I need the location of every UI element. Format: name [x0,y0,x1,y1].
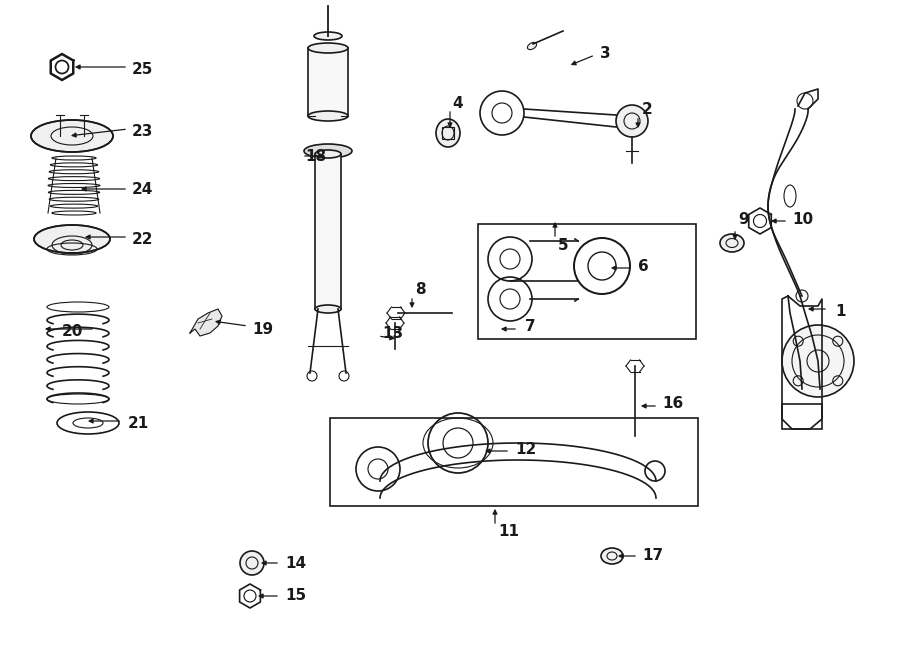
Ellipse shape [34,225,110,253]
Text: 5: 5 [558,239,569,254]
Text: 19: 19 [252,321,273,336]
Ellipse shape [436,119,460,147]
Text: 8: 8 [415,282,426,297]
Bar [308,48,348,116]
Ellipse shape [304,144,352,158]
Bar [442,127,454,139]
Text: 9: 9 [738,212,749,227]
Text: 17: 17 [642,549,663,563]
Ellipse shape [315,150,341,158]
Bar [478,224,696,339]
Text: 24: 24 [132,182,153,196]
Ellipse shape [315,305,341,313]
Text: 3: 3 [600,46,610,61]
Text: 1: 1 [835,303,845,319]
Circle shape [616,105,648,137]
Text: 12: 12 [515,442,536,457]
Text: 25: 25 [132,61,153,77]
Ellipse shape [308,111,348,121]
Text: 7: 7 [525,319,535,334]
Text: 18: 18 [305,149,326,163]
Text: 22: 22 [132,231,154,247]
Ellipse shape [308,43,348,53]
Text: 15: 15 [285,588,306,603]
Text: 20: 20 [62,323,84,338]
Ellipse shape [31,120,113,152]
Text: 6: 6 [638,258,649,274]
Text: 21: 21 [128,416,149,430]
Text: 23: 23 [132,124,153,139]
Bar [330,418,698,506]
Ellipse shape [782,325,854,397]
Text: 10: 10 [792,212,813,227]
Ellipse shape [314,32,342,40]
Text: 11: 11 [498,524,519,539]
Polygon shape [190,309,222,336]
Circle shape [240,551,264,575]
Text: 2: 2 [642,102,652,116]
Text: 4: 4 [452,95,463,110]
Bar [315,154,341,309]
Ellipse shape [527,42,536,50]
Text: 13: 13 [382,325,403,340]
Text: 16: 16 [662,395,683,410]
Bar [782,404,822,429]
Ellipse shape [720,234,744,252]
Ellipse shape [601,548,623,564]
Text: 14: 14 [285,555,306,570]
